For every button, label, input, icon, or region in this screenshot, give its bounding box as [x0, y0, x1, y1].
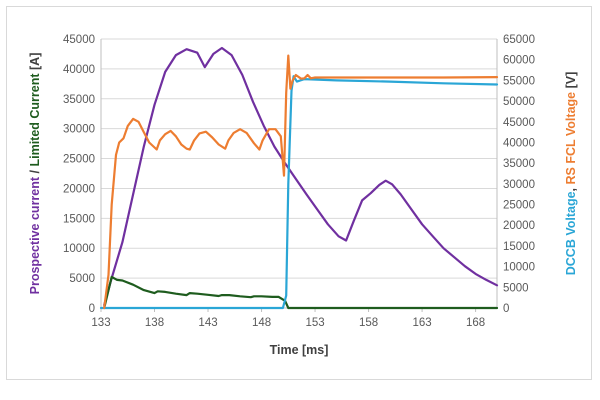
series-line: [99, 75, 499, 310]
x-tick-label: 138: [145, 317, 164, 329]
left-y-axis-title: Prospective current / Limited Current [A…: [28, 53, 42, 295]
right-y-tick-label: 10000: [503, 262, 535, 274]
axis-title-part: RS FCL Voltage: [564, 92, 578, 185]
line-chart: 0 5000 10000 15000 20000 25000 30000 35000 40000…: [28, 34, 578, 357]
left-y-tick-label: 35000: [63, 94, 95, 106]
x-tick-label: 133: [91, 317, 110, 329]
right-y-tick-label: 35000: [503, 158, 535, 170]
tick-labels: 0 5000 10000 15000 20000 25000 30000 35000 40000…: [63, 34, 535, 329]
series-line: [103, 46, 499, 307]
left-y-tick-label: 40000: [63, 64, 95, 76]
right-y-tick-label: 20000: [503, 220, 535, 232]
right-y-tick-label: 0: [503, 303, 509, 315]
series-line: [103, 54, 499, 310]
x-tick-label: 153: [305, 317, 324, 329]
right-y-tick-label: 5000: [503, 282, 529, 294]
axis-title-part: ,: [564, 184, 578, 191]
left-y-tick-label: 30000: [63, 124, 95, 136]
x-tick-label: 158: [359, 317, 378, 329]
right-y-tick-label: 50000: [503, 96, 535, 108]
right-y-tick-label: 55000: [503, 75, 535, 87]
x-tick-label: 163: [412, 317, 431, 329]
left-y-tick-label: 5000: [69, 273, 95, 285]
x-tick-label: 168: [466, 317, 485, 329]
axis-title-part: [A]: [28, 53, 42, 74]
right-y-tick-label: 30000: [503, 179, 535, 191]
x-tick-label: 143: [198, 317, 217, 329]
x-axis-title: Time [ms]: [270, 343, 329, 357]
right-y-tick-label: 40000: [503, 137, 535, 149]
series-line: [103, 275, 499, 310]
right-y-tick-label: 25000: [503, 200, 535, 212]
left-y-tick-label: 15000: [63, 213, 95, 225]
right-y-tick-label: 45000: [503, 117, 535, 129]
axis-title-part: [V]: [564, 72, 578, 92]
axis-title-part: /: [28, 167, 42, 177]
x-tick-label: 148: [252, 317, 271, 329]
right-y-tick-label: 60000: [503, 55, 535, 67]
right-y-axis-title: DCCB Voltage, RS FCL Voltage [V]: [564, 72, 578, 276]
axis-title-part: DCCB Voltage: [564, 191, 578, 275]
left-y-tick-label: 20000: [63, 183, 95, 195]
axis-title-part: Limited Current: [28, 73, 42, 167]
right-y-tick-label: 65000: [503, 34, 535, 46]
series-lines: [99, 46, 499, 310]
axis-title-part: Prospective current: [28, 176, 42, 294]
left-y-tick-label: 0: [89, 303, 95, 315]
left-y-tick-label: 10000: [63, 243, 95, 255]
left-y-tick-label: 25000: [63, 154, 95, 166]
left-y-tick-label: 45000: [63, 34, 95, 46]
right-y-tick-label: 15000: [503, 241, 535, 253]
chart-frame: 0 5000 10000 15000 20000 25000 30000 35000 40000…: [6, 6, 592, 380]
